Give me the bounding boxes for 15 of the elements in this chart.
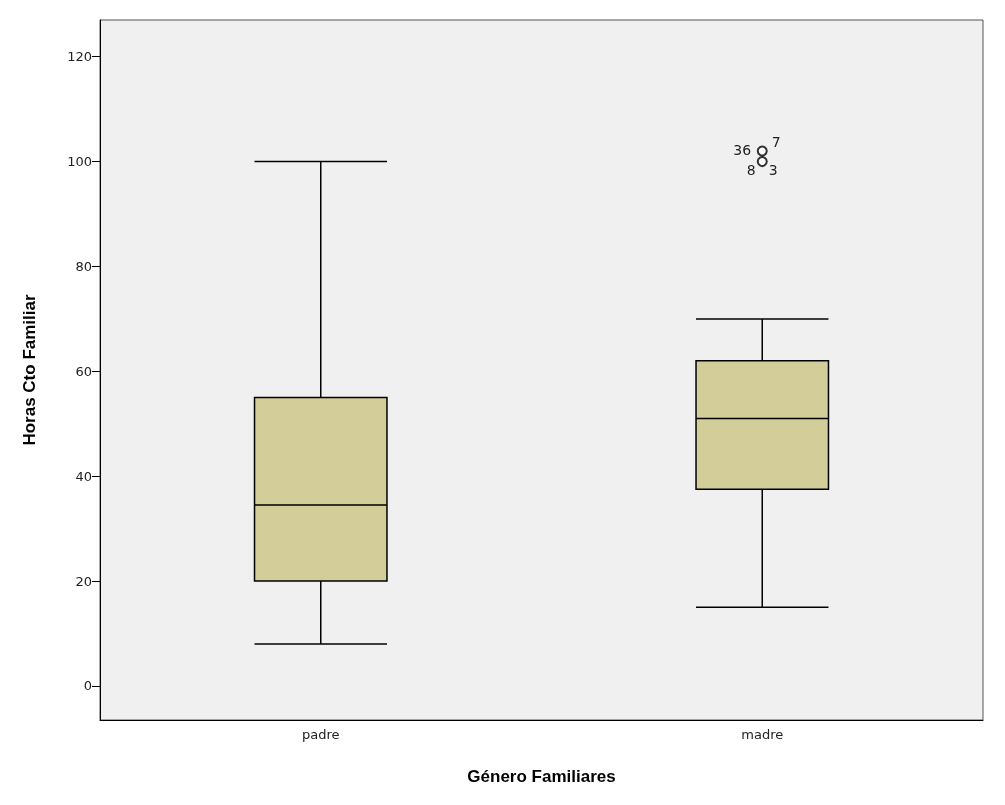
y-tick-label: 40 xyxy=(75,468,92,484)
x-axis-title: Género Familiares xyxy=(467,767,616,786)
annotation: 7 xyxy=(771,134,781,151)
annotation: 8 xyxy=(746,162,756,179)
y-tick-label: 0 xyxy=(83,678,92,694)
y-axis-title: Horas Cto Familiar xyxy=(20,294,39,446)
x-tick-label: padre xyxy=(301,727,340,742)
x-tick-label: madre xyxy=(741,727,784,742)
annotation: 36 xyxy=(733,142,752,159)
annotation: 3 xyxy=(768,162,778,179)
y-tick-label: 80 xyxy=(75,258,92,274)
y-tick-label: 20 xyxy=(75,573,92,589)
y-tick-label: 100 xyxy=(67,154,92,170)
y-tick-label: 60 xyxy=(75,363,92,379)
y-tick-label: 120 xyxy=(67,49,92,65)
